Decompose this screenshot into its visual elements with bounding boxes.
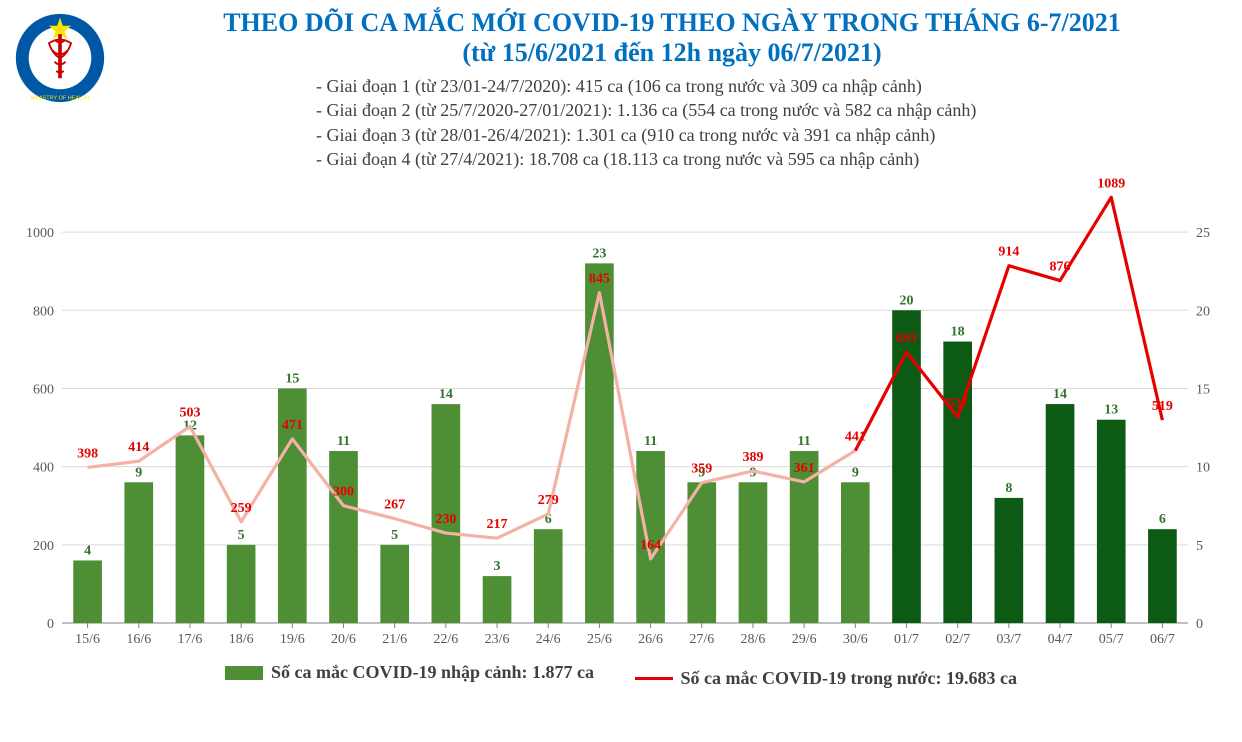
svg-text:519: 519: [1152, 399, 1173, 414]
title-line-2: (từ 15/6/2021 đến 12h ngày 06/7/2021): [116, 38, 1228, 68]
svg-text:13: 13: [1104, 403, 1118, 418]
svg-text:25: 25: [1196, 226, 1210, 241]
svg-text:503: 503: [179, 406, 200, 421]
svg-text:01/7: 01/7: [894, 632, 919, 647]
svg-text:23/6: 23/6: [485, 632, 510, 647]
svg-text:20: 20: [1196, 304, 1210, 319]
svg-text:279: 279: [538, 493, 559, 508]
svg-text:693: 693: [896, 331, 917, 346]
svg-text:14: 14: [1053, 387, 1067, 402]
svg-text:14: 14: [439, 387, 453, 402]
svg-text:29/6: 29/6: [792, 632, 817, 647]
legend-line-label: Số ca mắc COVID-19 trong nước: 19.683 ca: [681, 668, 1017, 689]
svg-text:26/6: 26/6: [638, 632, 663, 647]
svg-text:24/6: 24/6: [536, 632, 561, 647]
svg-text:0: 0: [47, 617, 54, 632]
svg-text:845: 845: [589, 272, 610, 287]
svg-text:4: 4: [84, 544, 91, 559]
svg-text:15/6: 15/6: [75, 632, 100, 647]
svg-text:17/6: 17/6: [178, 632, 203, 647]
svg-text:876: 876: [1050, 260, 1071, 275]
info-line: - Giai đoạn 4 (từ 27/4/2021): 18.708 ca …: [316, 147, 1228, 171]
svg-text:5: 5: [1196, 539, 1203, 554]
svg-text:300: 300: [333, 485, 354, 500]
chart-container: MINISTRY OF HEALTH THEO DÕI CA MẮC MỚI C…: [0, 0, 1242, 742]
header: MINISTRY OF HEALTH THEO DÕI CA MẮC MỚI C…: [14, 8, 1228, 171]
svg-text:11: 11: [798, 434, 811, 449]
svg-text:6: 6: [1159, 512, 1166, 527]
svg-text:0: 0: [1196, 617, 1203, 632]
svg-text:15: 15: [1196, 383, 1210, 398]
svg-text:30/6: 30/6: [843, 632, 868, 647]
svg-text:22/6: 22/6: [433, 632, 458, 647]
svg-text:28/6: 28/6: [741, 632, 766, 647]
legend-bar-swatch-icon: [225, 666, 263, 680]
svg-text:02/7: 02/7: [945, 632, 970, 647]
svg-text:441: 441: [845, 430, 866, 445]
ministry-logo-icon: MINISTRY OF HEALTH: [14, 12, 106, 104]
svg-text:164: 164: [640, 538, 661, 553]
svg-text:18/6: 18/6: [229, 632, 254, 647]
svg-text:10: 10: [1196, 461, 1210, 476]
svg-text:217: 217: [487, 517, 508, 532]
svg-text:20: 20: [900, 293, 914, 308]
info-line: - Giai đoạn 3 (từ 28/01-26/4/2021): 1.30…: [316, 123, 1228, 147]
svg-text:361: 361: [794, 461, 815, 476]
svg-text:21/6: 21/6: [382, 632, 407, 647]
legend-bar-label: Số ca mắc COVID-19 nhập cảnh: 1.877 ca: [271, 662, 594, 683]
title-line-1: THEO DÕI CA MẮC MỚI COVID-19 THEO NGÀY T…: [116, 8, 1228, 38]
svg-text:25/6: 25/6: [587, 632, 612, 647]
svg-text:23: 23: [592, 247, 606, 262]
svg-text:267: 267: [384, 498, 405, 513]
legend: Số ca mắc COVID-19 nhập cảnh: 1.877 ca S…: [14, 662, 1228, 689]
legend-line-swatch-icon: [635, 677, 673, 680]
svg-text:16/6: 16/6: [126, 632, 151, 647]
svg-text:03/7: 03/7: [996, 632, 1021, 647]
svg-text:5: 5: [391, 528, 398, 543]
svg-text:04/7: 04/7: [1048, 632, 1073, 647]
svg-text:5: 5: [238, 528, 245, 543]
svg-text:27/6: 27/6: [689, 632, 714, 647]
svg-text:414: 414: [128, 440, 149, 455]
svg-text:15: 15: [285, 372, 299, 387]
svg-text:19/6: 19/6: [280, 632, 305, 647]
info-line: - Giai đoạn 2 (từ 25/7/2020-27/01/2021):…: [316, 98, 1228, 122]
chart: 0200400600800100005101520254912515115143…: [14, 175, 1228, 660]
svg-text:230: 230: [435, 512, 456, 527]
title-block: THEO DÕI CA MẮC MỚI COVID-19 THEO NGÀY T…: [116, 8, 1228, 171]
svg-text:800: 800: [33, 304, 54, 319]
svg-text:600: 600: [33, 383, 54, 398]
svg-text:06/7: 06/7: [1150, 632, 1175, 647]
svg-text:471: 471: [282, 418, 303, 433]
svg-text:398: 398: [77, 447, 98, 462]
info-line: - Giai đoạn 1 (từ 23/01-24/7/2020): 415 …: [316, 74, 1228, 98]
info-block: - Giai đoạn 1 (từ 23/01-24/7/2020): 415 …: [316, 74, 1228, 171]
svg-text:527: 527: [947, 396, 968, 411]
legend-bar-item: Số ca mắc COVID-19 nhập cảnh: 1.877 ca: [225, 662, 594, 683]
svg-text:400: 400: [33, 461, 54, 476]
svg-text:9: 9: [135, 465, 142, 480]
svg-text:914: 914: [998, 245, 1019, 260]
svg-text:18: 18: [951, 325, 965, 340]
svg-text:3: 3: [494, 559, 501, 574]
svg-text:05/7: 05/7: [1099, 632, 1124, 647]
svg-text:1000: 1000: [26, 226, 54, 241]
svg-text:9: 9: [852, 465, 859, 480]
svg-text:MINISTRY OF HEALTH: MINISTRY OF HEALTH: [31, 95, 89, 101]
svg-text:389: 389: [742, 450, 763, 465]
svg-text:20/6: 20/6: [331, 632, 356, 647]
svg-text:1089: 1089: [1097, 176, 1125, 191]
svg-text:8: 8: [1005, 481, 1012, 496]
svg-text:200: 200: [33, 539, 54, 554]
legend-line-item: Số ca mắc COVID-19 trong nước: 19.683 ca: [635, 668, 1017, 689]
chart-svg: 0200400600800100005101520254912515115143…: [14, 175, 1228, 655]
svg-text:11: 11: [337, 434, 350, 449]
svg-text:359: 359: [691, 462, 712, 477]
svg-text:11: 11: [644, 434, 657, 449]
svg-text:259: 259: [231, 501, 252, 516]
